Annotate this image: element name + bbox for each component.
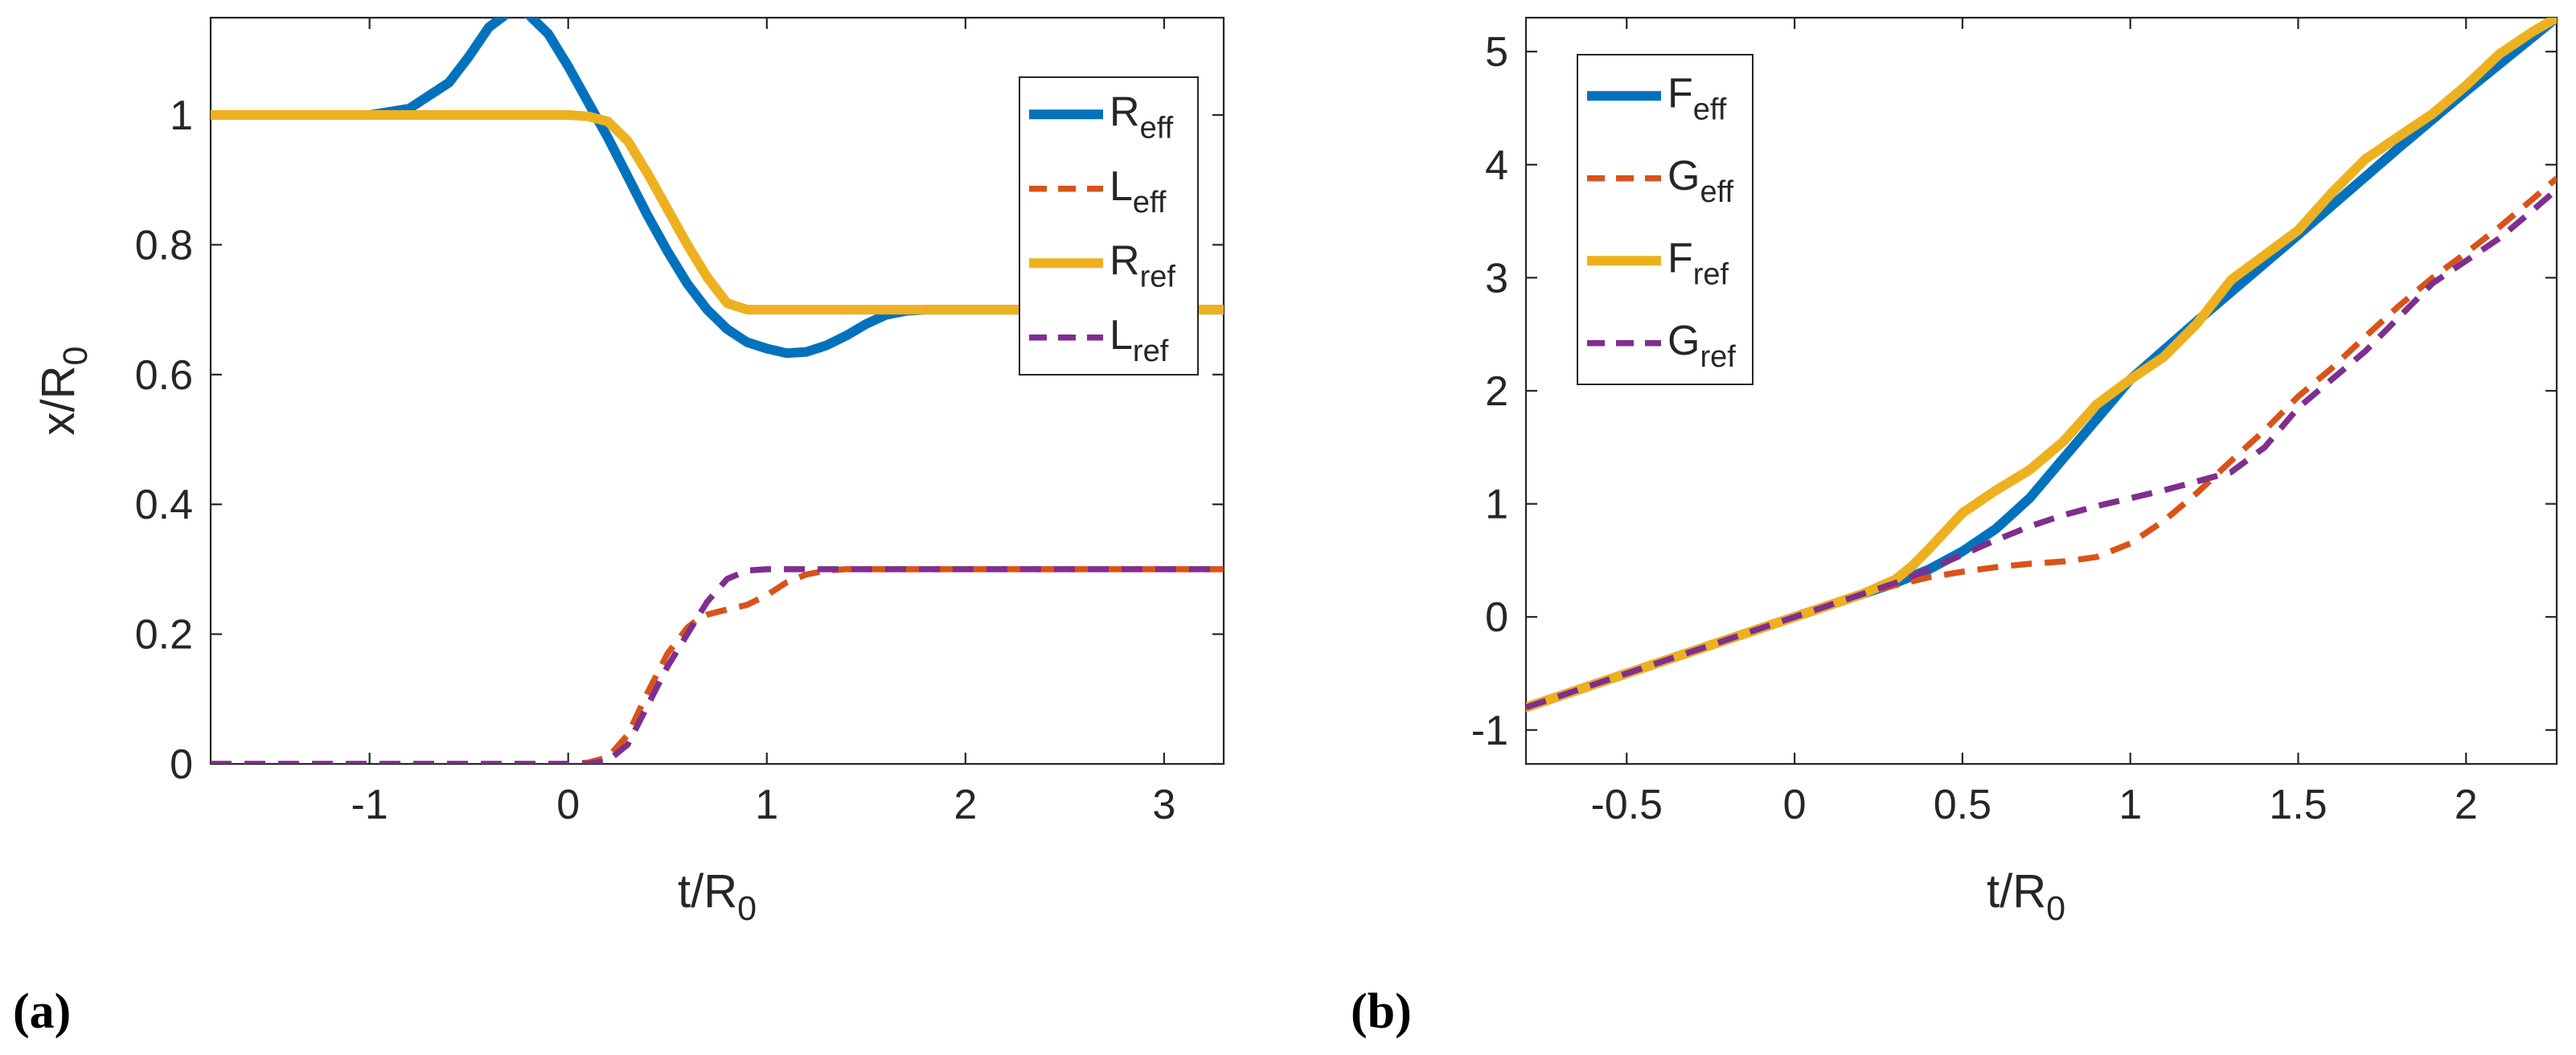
y-tick-label: 0.8 bbox=[135, 222, 193, 269]
y-tick-label: 0 bbox=[170, 741, 193, 788]
y-tick-label: 1 bbox=[170, 92, 193, 139]
y-tick-label: 0 bbox=[1485, 594, 1508, 641]
x-tick-label: 0 bbox=[556, 782, 580, 828]
y-tick-label: 3 bbox=[1485, 255, 1508, 302]
legend-label-g-eff: Geff bbox=[1667, 153, 1733, 209]
legend: Feff Geff Fref Gref bbox=[1577, 54, 1754, 385]
series-line-g-eff bbox=[1526, 175, 2557, 711]
y-tick-label: 5 bbox=[1485, 29, 1508, 76]
axes-box bbox=[209, 16, 1225, 766]
y-tick-label: -1 bbox=[1471, 708, 1508, 754]
legend-label-r-eff: Reff bbox=[1110, 88, 1174, 145]
legend-label-g-ref: Gref bbox=[1667, 318, 1736, 374]
y-tick-label: 2 bbox=[1485, 368, 1508, 415]
y-tick-label: 4 bbox=[1485, 142, 1508, 189]
series-group bbox=[211, 18, 1224, 764]
legend: Reff Leff Rref Lref bbox=[1019, 76, 1199, 376]
legend-box bbox=[1577, 54, 1754, 385]
legend-label-r-ref: Rref bbox=[1110, 237, 1175, 294]
series-line-f-ref bbox=[1526, 18, 2557, 712]
panel-label: (b) bbox=[1351, 984, 1412, 1039]
x-tick-label: 3 bbox=[1152, 782, 1175, 828]
x-tick-label: 0 bbox=[1783, 782, 1807, 828]
x-tick-label: 2 bbox=[954, 782, 977, 828]
y-axis-label: x/R0 bbox=[32, 347, 95, 436]
legend-label-l-eff: Leff bbox=[1110, 163, 1167, 220]
series-line-g-ref bbox=[1526, 187, 2557, 711]
x-axis-label: t/R0 bbox=[678, 865, 757, 928]
legend-label-l-ref: Lref bbox=[1110, 312, 1169, 368]
x-tick-label: 1 bbox=[755, 782, 778, 828]
panel-a-chart: -1 0 1 2 3 0 0.2 0.4 0.6 0.8 1 Reff Leff Rref Lref t/R0… bbox=[13, 16, 1225, 1039]
x-tick-label: 1.5 bbox=[2269, 782, 2327, 828]
series-line-r-ref bbox=[211, 110, 1224, 315]
y-tick-label: 1 bbox=[1485, 482, 1508, 528]
legend-label-f-eff: Feff bbox=[1667, 70, 1727, 126]
x-axis-label: t/R0 bbox=[1987, 865, 2065, 928]
legend-label-f-ref: Fref bbox=[1667, 235, 1729, 291]
y-tick-label: 0.4 bbox=[135, 482, 193, 528]
x-tick-label: -0.5 bbox=[1590, 782, 1663, 828]
y-tick-label: 0.6 bbox=[135, 352, 193, 399]
panel-b-chart: -0.5 0 0.5 1 1.5 2 -1 0 1 2 3 4 5 Feff Geff Fref Gref t/R… bbox=[1351, 16, 2558, 1039]
series-line-r-eff bbox=[211, 18, 1224, 359]
y-tick-label: 0.2 bbox=[135, 612, 193, 659]
x-tick-label: -1 bbox=[351, 782, 388, 828]
x-tick-label: 0.5 bbox=[1934, 782, 1991, 828]
panel-label: (a) bbox=[13, 984, 71, 1039]
series-line-l-eff bbox=[211, 566, 1224, 764]
legend-box bbox=[1019, 76, 1199, 376]
x-tick-label: 2 bbox=[2455, 782, 2478, 828]
x-tick-label: 1 bbox=[2119, 782, 2142, 828]
series-group bbox=[1526, 18, 2557, 712]
